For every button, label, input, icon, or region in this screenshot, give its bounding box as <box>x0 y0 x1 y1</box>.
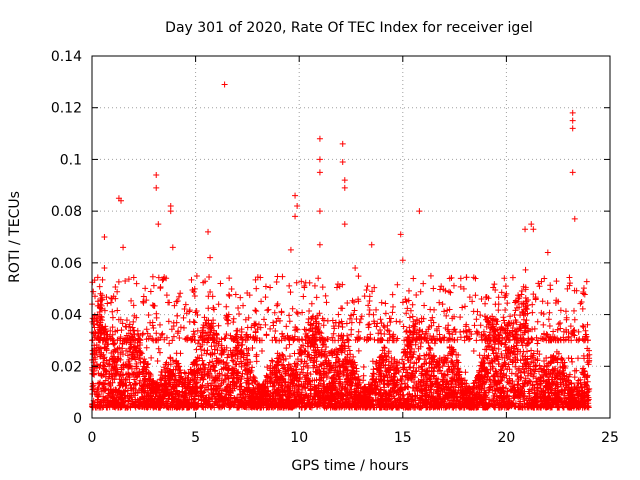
data-point <box>503 290 510 297</box>
data-point <box>530 226 537 233</box>
x-tick-label: 15 <box>394 430 412 446</box>
data-point <box>101 265 108 272</box>
data-point <box>155 221 162 228</box>
data-point <box>292 192 299 199</box>
y-tick-label: 0.12 <box>51 101 82 117</box>
data-point <box>217 280 224 287</box>
y-tick-label: 0.1 <box>60 152 82 168</box>
data-point <box>205 228 212 235</box>
data-point <box>300 293 307 300</box>
data-point <box>397 231 404 238</box>
data-point <box>316 208 323 215</box>
x-axis-ticks: 0 5 10 15 20 25 <box>88 56 619 446</box>
data-point <box>153 171 160 178</box>
data-point <box>316 241 323 248</box>
data-point <box>294 202 301 209</box>
y-tick-label: 0.14 <box>51 49 82 65</box>
data-point <box>528 221 535 228</box>
data-point <box>118 197 125 204</box>
data-point <box>339 140 346 147</box>
data-point <box>522 226 529 233</box>
y-tick-label: 0 <box>73 411 82 427</box>
x-tick-label: 5 <box>191 430 200 446</box>
data-points <box>89 81 593 411</box>
data-point <box>316 169 323 176</box>
x-tick-label: 25 <box>601 430 619 446</box>
data-point <box>122 277 129 284</box>
data-point <box>120 244 127 251</box>
data-point-band <box>89 266 593 411</box>
data-point <box>416 208 423 215</box>
plot-frame <box>91 55 611 419</box>
data-point <box>292 213 299 220</box>
y-axis-label: ROTI / TECUs <box>7 191 23 283</box>
data-point <box>478 296 485 303</box>
data-point <box>569 169 576 176</box>
x-axis-label: GPS time / hours <box>291 458 408 474</box>
data-point <box>101 234 108 240</box>
data-point <box>569 125 576 132</box>
data-point <box>341 221 348 228</box>
data-point <box>364 283 371 290</box>
data-point <box>316 156 323 163</box>
data-point <box>399 257 406 264</box>
data-point <box>153 184 160 191</box>
data-point <box>167 208 174 215</box>
chart-title: Day 301 of 2020, Rate Of TEC Index for r… <box>165 20 533 36</box>
data-point <box>569 109 576 116</box>
data-point <box>167 202 174 209</box>
data-point <box>544 249 551 256</box>
data-point <box>316 135 323 142</box>
data-point <box>169 244 176 251</box>
y-tick-label: 0.02 <box>51 359 82 375</box>
y-tick-label: 0.08 <box>51 204 82 220</box>
data-point <box>339 159 346 166</box>
data-point <box>569 117 576 124</box>
x-tick-label: 0 <box>88 430 97 446</box>
grid-lines <box>92 56 610 418</box>
data-point <box>341 184 348 191</box>
data-point <box>207 254 214 261</box>
y-tick-label: 0.04 <box>51 308 82 324</box>
data-point <box>457 275 464 282</box>
x-tick-label: 10 <box>290 430 308 446</box>
data-point <box>287 246 294 253</box>
data-point <box>352 265 359 272</box>
data-point <box>341 177 348 184</box>
data-point <box>368 241 375 248</box>
data-point <box>555 298 562 305</box>
data-point <box>140 293 147 300</box>
data-point <box>571 215 578 222</box>
y-tick-label: 0.06 <box>51 256 82 272</box>
y-axis-ticks: 0 0.02 0.04 0.06 0.08 0.1 0.12 0.14 <box>51 49 610 427</box>
data-point <box>221 81 228 88</box>
x-tick-label: 20 <box>497 430 515 446</box>
